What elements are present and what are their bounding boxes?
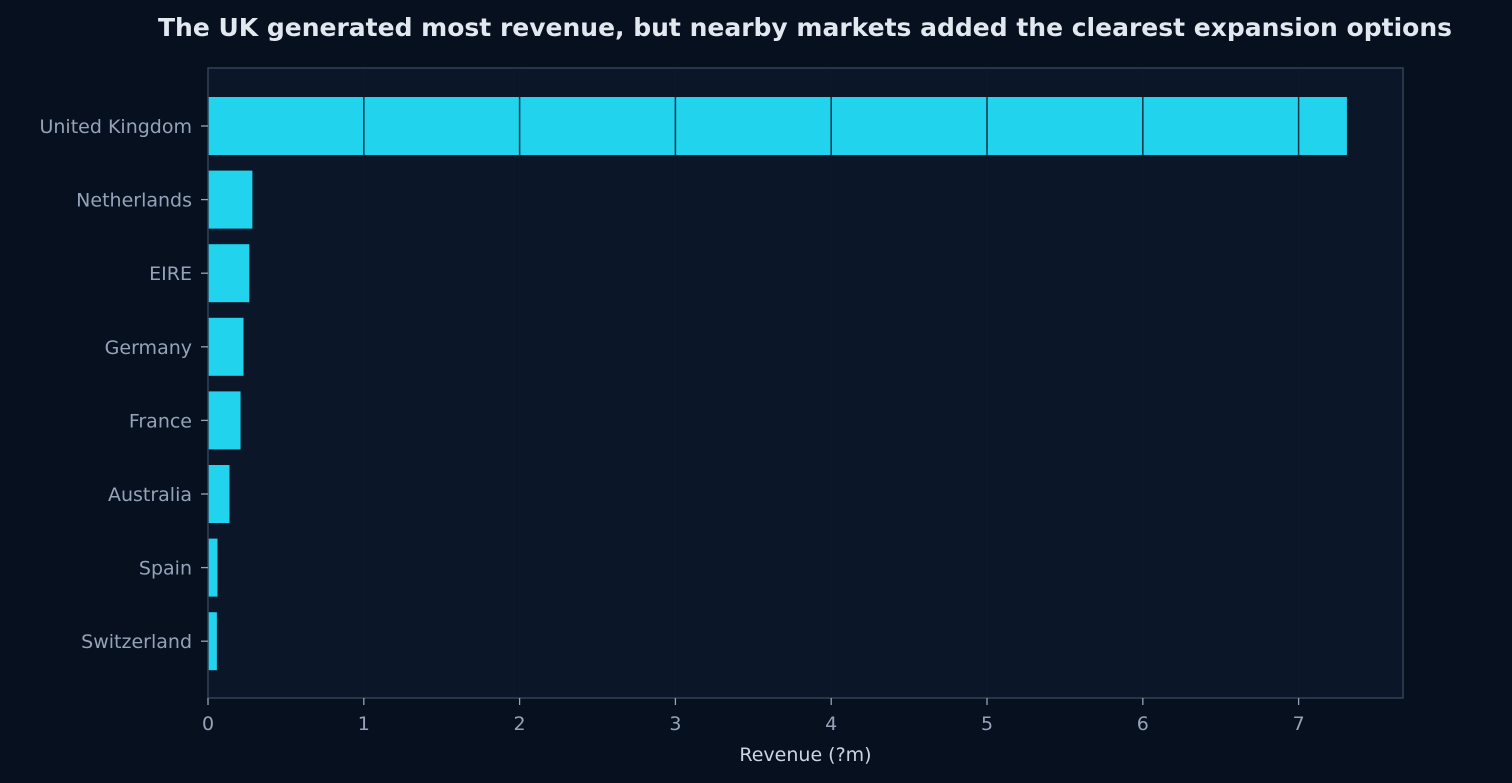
bar bbox=[208, 391, 241, 450]
y-tick-label: Germany bbox=[105, 337, 192, 359]
y-tick-label: EIRE bbox=[149, 263, 192, 285]
bars bbox=[208, 97, 1347, 671]
y-tick-label: Australia bbox=[108, 484, 192, 506]
y-tick-label: United Kingdom bbox=[39, 116, 192, 138]
bar bbox=[208, 244, 250, 303]
bar bbox=[208, 170, 253, 229]
y-tick-label: France bbox=[129, 410, 192, 432]
x-axis: 0 1 2 3 4 5 6 7 bbox=[202, 698, 1305, 735]
y-tick-label: Spain bbox=[139, 558, 192, 580]
bar bbox=[208, 465, 230, 523]
grid-lines-overlay bbox=[363, 68, 1300, 698]
x-tick-label: 3 bbox=[669, 713, 681, 735]
x-tick-label: 1 bbox=[358, 713, 370, 735]
bar bbox=[208, 97, 1347, 155]
x-tick-label: 6 bbox=[1137, 713, 1149, 735]
y-tick-label: Switzerland bbox=[81, 631, 192, 653]
x-tick-label: 4 bbox=[825, 713, 837, 735]
bar bbox=[208, 317, 244, 376]
x-tick-label: 2 bbox=[514, 713, 526, 735]
bar bbox=[208, 538, 218, 597]
y-axis: United Kingdom Netherlands EIRE Germany Fran… bbox=[39, 116, 208, 653]
x-tick-label: 7 bbox=[1293, 713, 1305, 735]
x-axis-label: Revenue (?m) bbox=[739, 744, 871, 766]
plot-frame bbox=[207, 67, 1404, 699]
y-tick-label: Netherlands bbox=[76, 190, 192, 212]
chart-title: The UK generated most revenue, but nearb… bbox=[158, 13, 1452, 42]
plot-area bbox=[208, 68, 1403, 698]
x-tick-label: 0 bbox=[202, 713, 214, 735]
x-tick-label: 5 bbox=[981, 713, 993, 735]
bar bbox=[208, 612, 217, 671]
